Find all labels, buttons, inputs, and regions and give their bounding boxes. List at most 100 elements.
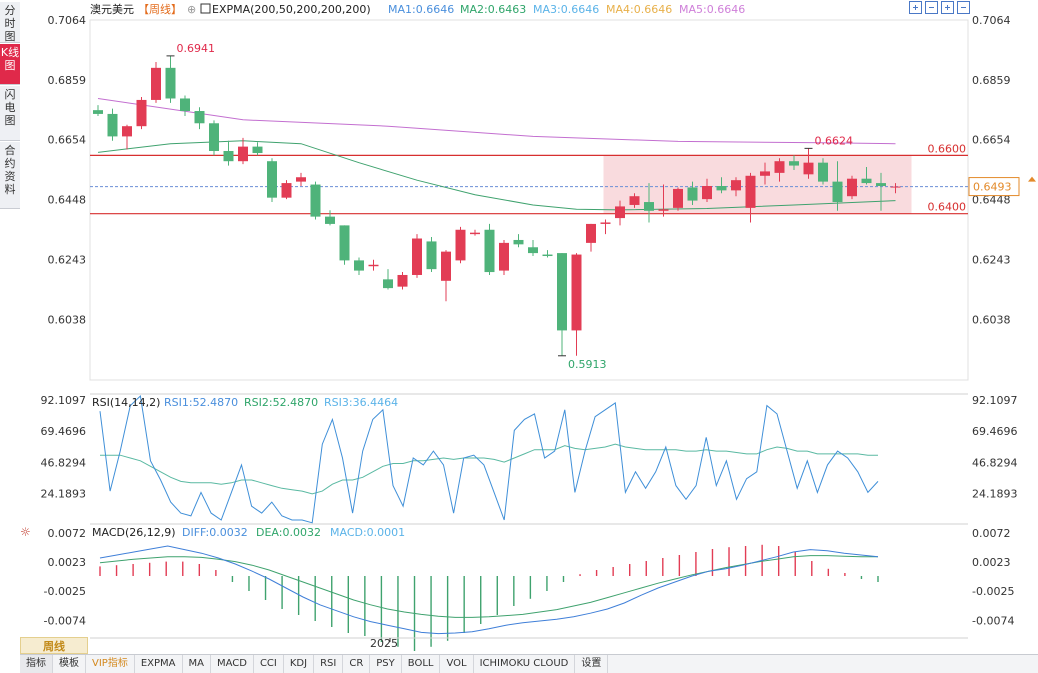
indicator-tab-8[interactable]: RSI [314, 655, 344, 673]
candle-body [847, 178, 857, 197]
indicator-tabs: 指标 模板 VIP指标 EXPMA MA MACD CCI KDJ RSI CR PSY BOLL VO… [20, 654, 1038, 673]
side-tab-2[interactable]: 闪电图 [0, 86, 20, 141]
candle-body [412, 238, 422, 275]
candle-body [223, 150, 234, 162]
indicator-tab-13[interactable]: ICHIMOKU CLOUD [474, 655, 576, 673]
price-tick-left: 0.6038 [48, 313, 87, 326]
candle-body [165, 67, 176, 99]
candle-body [354, 260, 364, 271]
macd-tick-left: 0.0023 [48, 556, 87, 569]
candle-body [876, 183, 886, 186]
indicator-tab-14[interactable]: 设置 [575, 655, 609, 673]
rsi-tick-right: 24.1893 [972, 488, 1018, 501]
candle-body [818, 162, 828, 182]
candle-body [107, 113, 118, 137]
price-tick-left: 0.6859 [48, 74, 87, 87]
indicator-tab-1[interactable]: 模板 [53, 655, 86, 673]
indicator-tab-12[interactable]: VOL [440, 655, 474, 673]
indicator-tab-3[interactable]: EXPMA [135, 655, 183, 673]
rsi-tick-left: 24.1893 [41, 488, 87, 501]
candle-body [310, 184, 321, 217]
rsi-label: RSI(14,14,2) [92, 396, 160, 409]
candle-body [803, 162, 814, 175]
candle-body [571, 254, 582, 331]
price-tick-left: 0.6654 [48, 134, 87, 147]
zoom-in-icon[interactable] [941, 1, 954, 14]
period-selector[interactable]: 周线 [20, 637, 88, 654]
rsi-slow-line [100, 443, 878, 495]
rsi-panel: 92.1097 92.1097 69.4696 69.4696 46.8294 46.82… [41, 393, 1018, 524]
price-tick-left: 0.6448 [48, 194, 87, 207]
indicator-tab-0[interactable]: 指标 [20, 655, 53, 673]
candle-body [441, 251, 451, 281]
ma1-label: MA1:0.6646 [388, 3, 454, 16]
recent_high-annotation: 0.6624 [815, 134, 854, 147]
current-price-box [968, 177, 1020, 197]
candle-body [586, 223, 596, 243]
zoom-out-icon[interactable] [957, 1, 970, 14]
expand-icon[interactable] [909, 1, 922, 14]
rsi1-label: RSI1:52.4870 [164, 396, 238, 409]
price-frame [89, 19, 969, 381]
indicator-tab-10[interactable]: PSY [370, 655, 402, 673]
candle-body [861, 178, 872, 184]
candle-body [209, 123, 219, 151]
candle-body [774, 161, 785, 173]
indicator-tab-9[interactable]: CR [343, 655, 371, 673]
rsi3-label: RSI3:36.4464 [324, 396, 398, 409]
candle-body [136, 99, 147, 127]
indicator-tab-4[interactable]: MA [183, 655, 211, 673]
candle-body [673, 188, 683, 208]
candle-body [702, 185, 712, 200]
indicator-tab-7[interactable]: KDJ [284, 655, 315, 673]
resistance-label: 0.6600 [928, 142, 967, 155]
candle-body [832, 181, 843, 203]
side-tab-3[interactable]: 合约资料 [0, 142, 20, 209]
candle-body [513, 239, 524, 245]
candle-body [455, 229, 466, 261]
macd-label: MACD(26,12,9) [92, 526, 176, 539]
macdval-label: MACD:0.0001 [330, 526, 405, 539]
rsi-tick-right: 92.1097 [972, 394, 1018, 407]
macd-settings-icon[interactable]: ☼ [20, 525, 31, 539]
side-tab-1[interactable]: K线图 [0, 44, 20, 85]
low-annotation: 0.5913 [568, 358, 607, 371]
year-label: 2025 [370, 637, 398, 650]
macd-panel: 0.0072 0.0072 0.0023 0.0023 -0.0025 -0.0025 -0… [44, 523, 1014, 651]
indicator-tab-5[interactable]: MACD [211, 655, 254, 673]
candle-body [194, 111, 205, 124]
candle-body [296, 177, 306, 182]
ma3-label: MA3:0.6646 [533, 3, 599, 16]
price-tick-right: 0.6243 [972, 254, 1011, 267]
candle-body [658, 209, 669, 211]
price-arrow-icon [1028, 176, 1036, 182]
settings-icon[interactable]: ⊕ [187, 3, 196, 16]
macd-tick-right: 0.0023 [972, 556, 1011, 569]
ma5-label: MA5:0.6646 [679, 3, 745, 16]
indicator-tab-6[interactable]: CCI [254, 655, 284, 673]
rsi-tick-right: 69.4696 [972, 425, 1018, 438]
ma2-label: MA2:0.6463 [460, 3, 526, 16]
candle-body [180, 98, 190, 112]
candle-body [368, 264, 379, 267]
candle-body [760, 171, 770, 176]
ma4-label: MA4:0.6646 [606, 3, 672, 16]
indicator-tab-2[interactable]: VIP指标 [86, 655, 135, 673]
indicator-tab-11[interactable]: BOLL [402, 655, 441, 673]
price-tick-right: 0.6448 [972, 194, 1011, 207]
candle-body [789, 161, 799, 166]
chart-tools [909, 1, 970, 14]
support-label: 0.6400 [928, 201, 967, 214]
macd-tick-left: 0.0072 [48, 527, 87, 540]
dea-line [99, 555, 878, 618]
symbol-label: 澳元美元 [90, 3, 134, 16]
consolidation-band [603, 155, 912, 214]
rsi-fast-line [99, 394, 879, 524]
diff-line [99, 545, 879, 635]
candle-body [267, 161, 277, 198]
candle-body [484, 229, 495, 273]
candle-body [281, 183, 292, 198]
shrink-icon[interactable] [925, 1, 938, 14]
side-tabs: 分时图 K线图 闪电图 合约资料 [0, 0, 20, 210]
side-tab-0[interactable]: 分时图 [0, 2, 20, 43]
